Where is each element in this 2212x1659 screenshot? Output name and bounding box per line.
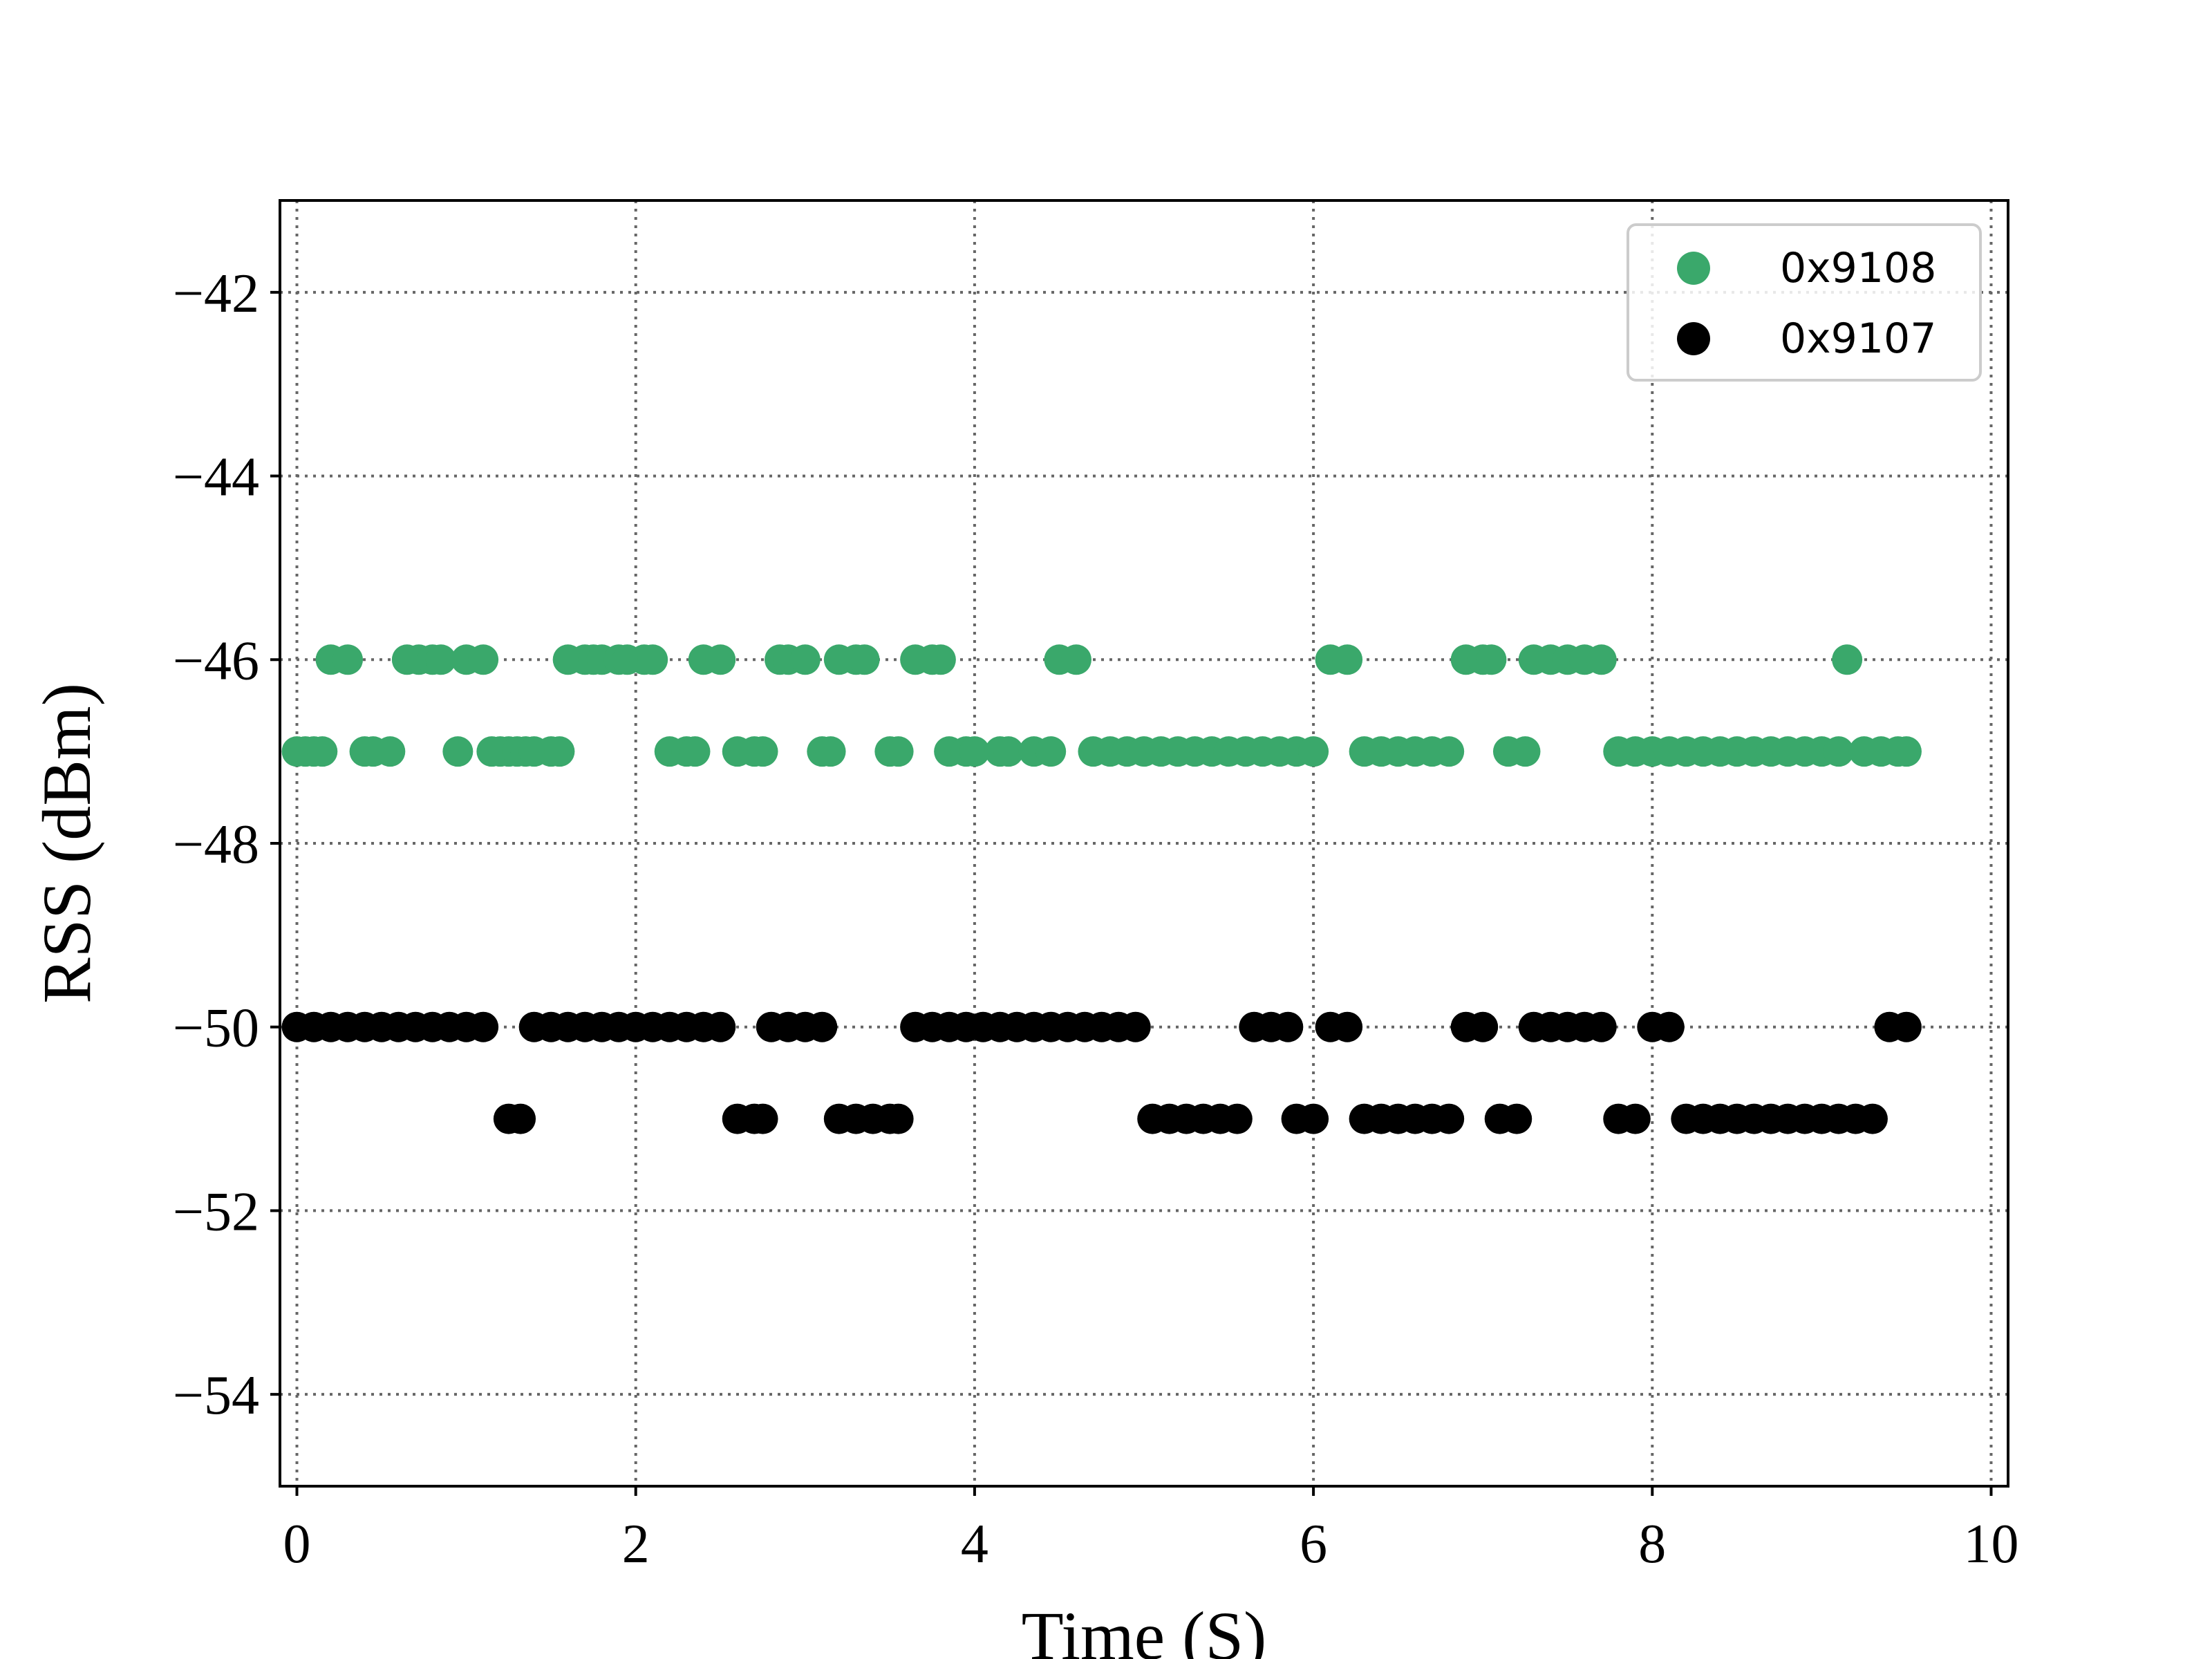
- data-point: [468, 644, 499, 675]
- y-tick-label: −50: [173, 998, 259, 1059]
- x-tick-label: 6: [1300, 1514, 1327, 1575]
- legend-label-0x9108: 0x9108: [1780, 244, 1936, 292]
- axis-ticks: 0 2 4 6 8 10 −54 −52 −50 −48 −46 −44 −42: [173, 263, 2019, 1575]
- data-point: [1586, 1011, 1617, 1042]
- data-point: [1221, 1103, 1253, 1134]
- y-tick-label: −48: [173, 814, 259, 875]
- data-point: [1035, 736, 1067, 767]
- data-point: [1273, 1011, 1304, 1042]
- x-tick-label: 8: [1638, 1514, 1666, 1575]
- y-tick-label: −46: [173, 630, 259, 691]
- data-point: [807, 1011, 838, 1042]
- data-point: [993, 736, 1024, 767]
- data-point: [883, 1103, 914, 1134]
- data-point: [1476, 644, 1507, 675]
- data-point: [1891, 736, 1922, 767]
- data-point: [375, 736, 406, 767]
- x-tick-label: 0: [283, 1514, 311, 1575]
- data-point: [1060, 644, 1091, 675]
- data-point: [1620, 1103, 1651, 1134]
- data-point: [468, 1011, 499, 1042]
- data-point: [637, 644, 668, 675]
- data-point: [705, 644, 736, 675]
- data-point: [1832, 644, 1863, 675]
- data-point: [815, 736, 846, 767]
- data-point: [1298, 1103, 1329, 1134]
- x-tick-label: 4: [961, 1514, 988, 1575]
- data-point: [1891, 1011, 1922, 1042]
- data-point: [442, 736, 474, 767]
- legend-marker-0x9108: [1677, 252, 1710, 285]
- data-point: [679, 736, 711, 767]
- data-point: [1434, 1103, 1465, 1134]
- legend-marker-0x9107: [1677, 322, 1710, 355]
- data-point: [925, 644, 956, 675]
- data-point: [1857, 1103, 1888, 1134]
- data-point: [747, 736, 778, 767]
- data-point: [705, 1011, 736, 1042]
- data-point: [425, 644, 456, 675]
- y-axis-title: RSS (dBm): [28, 683, 105, 1004]
- data-point: [544, 736, 575, 767]
- data-point: [883, 736, 914, 767]
- legend: 0x9108 0x9107: [1627, 223, 1982, 382]
- grid: [280, 200, 2008, 1486]
- data-point: [1468, 1011, 1499, 1042]
- y-tick-label: −44: [173, 447, 259, 508]
- x-axis-title: Time (S): [1022, 1597, 1267, 1659]
- data-point: [1653, 1011, 1685, 1042]
- y-tick-label: −54: [173, 1365, 259, 1426]
- legend-box: [1627, 223, 1982, 382]
- legend-label-0x9107: 0x9107: [1780, 315, 1936, 363]
- data-point: [1120, 1011, 1151, 1042]
- data-point: [789, 644, 821, 675]
- y-tick-label: −52: [173, 1181, 259, 1242]
- x-tick-label: 2: [622, 1514, 650, 1575]
- data-point: [959, 736, 990, 767]
- data-point: [307, 736, 338, 767]
- data-point: [505, 1103, 536, 1134]
- data-point: [1586, 644, 1617, 675]
- y-tick-label: −42: [173, 263, 259, 324]
- series-0x9108: [281, 644, 1922, 767]
- data-point: [1434, 736, 1465, 767]
- data-point: [332, 644, 364, 675]
- plot-series: [281, 644, 1922, 1134]
- data-point: [1332, 644, 1363, 675]
- data-point: [1823, 736, 1854, 767]
- data-point: [1298, 736, 1329, 767]
- data-point: [747, 1103, 778, 1134]
- data-point: [849, 644, 880, 675]
- series-0x9107: [281, 1011, 1922, 1134]
- data-point: [1332, 1011, 1363, 1042]
- data-point: [1501, 1103, 1533, 1134]
- data-point: [1510, 736, 1541, 767]
- x-tick-label: 10: [1963, 1514, 2018, 1575]
